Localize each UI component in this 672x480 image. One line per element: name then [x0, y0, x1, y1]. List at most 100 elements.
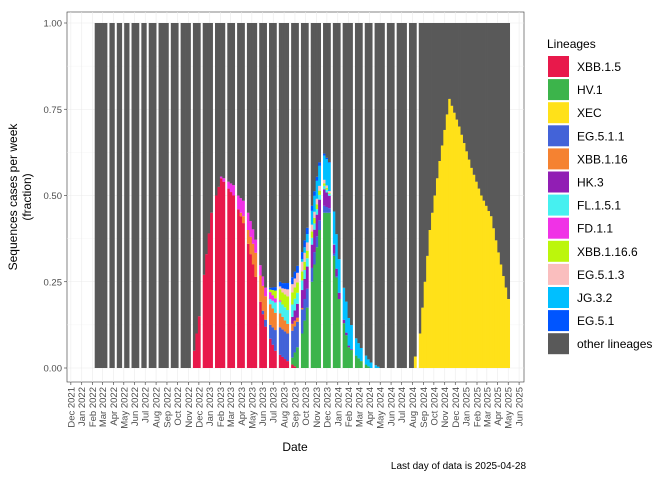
bar-segment	[462, 143, 466, 368]
bar-segment	[354, 355, 358, 368]
x-tick-label: Sep 2023	[290, 387, 301, 428]
bar-segment	[489, 23, 493, 217]
week-column	[175, 23, 179, 368]
bar-segment	[310, 237, 314, 245]
bar-segment	[325, 23, 329, 158]
bar-segment	[251, 23, 255, 230]
week-column	[467, 23, 471, 368]
bar-segment	[242, 216, 245, 224]
bar-segment	[325, 159, 329, 186]
bar-segment	[136, 23, 140, 368]
bar-segment	[293, 352, 297, 367]
bar-segment	[497, 23, 501, 253]
bar-segment	[291, 330, 294, 358]
bar-segment	[502, 23, 506, 276]
bar-segment	[453, 23, 457, 113]
bar-segment	[239, 23, 243, 199]
week-column	[482, 23, 486, 368]
bar-segment	[264, 287, 267, 297]
week-column	[254, 23, 258, 368]
bar-segment	[327, 191, 331, 193]
week-column	[438, 23, 442, 368]
bar-segment	[271, 290, 275, 296]
bar-segment	[296, 265, 299, 273]
bar-segment	[313, 211, 317, 218]
bar-segment	[455, 23, 459, 120]
bar-segment	[286, 23, 290, 284]
bar-segment	[318, 194, 321, 200]
bar-segment	[261, 23, 265, 277]
bar-segment	[269, 287, 272, 290]
week-column	[293, 23, 297, 368]
week-column	[489, 23, 493, 368]
week-column	[197, 23, 201, 368]
bar-segment	[342, 319, 346, 324]
x-tick-label: May 2025	[504, 387, 515, 429]
bar-segment	[296, 282, 299, 293]
legend-label: XEC	[577, 106, 602, 120]
bar-segment	[158, 23, 162, 368]
week-column	[124, 23, 128, 368]
bar-segment	[222, 23, 226, 179]
week-column	[318, 23, 321, 368]
bar-segment	[323, 155, 326, 180]
bar-segment	[170, 23, 174, 368]
bar-segment	[497, 252, 501, 368]
bar-segment	[315, 214, 319, 237]
bar-segment	[325, 157, 329, 160]
bar-segment	[462, 23, 466, 144]
bar-segment	[180, 23, 184, 368]
bar-segment	[327, 193, 331, 196]
bar-segment	[286, 333, 290, 362]
y-axis-title-line-1: Sequences cases per week	[6, 123, 20, 271]
bar-segment	[303, 270, 307, 279]
bar-segment	[379, 23, 383, 368]
bar-segment	[332, 23, 336, 212]
legend-item: EG.5.1.3	[548, 263, 625, 285]
bar-segment	[327, 162, 331, 192]
bar-segment	[487, 23, 491, 212]
bar-segment	[246, 230, 250, 244]
bar-segment	[332, 255, 336, 368]
bar-segment	[458, 126, 461, 368]
bar-segment	[487, 211, 491, 368]
bar-segment	[315, 209, 319, 215]
bar-segment	[477, 23, 481, 189]
bar-segment	[303, 278, 307, 299]
x-tick-label: Apr 2022	[109, 387, 120, 426]
week-column	[440, 23, 444, 368]
bar-segment	[116, 23, 120, 368]
week-column	[273, 23, 277, 368]
bar-segment	[413, 356, 417, 368]
bar-segment	[109, 23, 113, 368]
week-column	[202, 23, 206, 368]
week-column	[342, 23, 346, 368]
legend-label: XBB.1.16	[577, 152, 628, 166]
bar-segment	[126, 23, 130, 368]
bar-segment	[475, 23, 479, 182]
bar-segment	[421, 23, 425, 308]
week-column	[377, 23, 380, 368]
week-column	[470, 23, 474, 368]
bar-segment	[119, 23, 123, 368]
week-column	[443, 23, 447, 368]
bar-segment	[259, 265, 263, 276]
bar-segment	[428, 230, 432, 368]
week-column	[185, 23, 189, 368]
bar-segment	[111, 23, 115, 368]
legend-swatch	[548, 79, 569, 101]
legend-item: FD.1.1	[548, 217, 613, 239]
bar-segment	[445, 23, 449, 115]
bar-segment	[273, 302, 277, 313]
legend-swatch	[548, 310, 569, 332]
bar-segment	[219, 178, 223, 368]
bar-segment	[325, 185, 329, 189]
week-column	[165, 23, 169, 368]
bar-segment	[281, 23, 285, 284]
bar-segment	[504, 23, 508, 288]
bar-segment	[305, 250, 309, 259]
legend-item: EG.5.1.1	[548, 125, 625, 147]
bar-segment	[173, 23, 177, 368]
bar-segment	[337, 259, 341, 293]
week-column	[195, 23, 199, 368]
